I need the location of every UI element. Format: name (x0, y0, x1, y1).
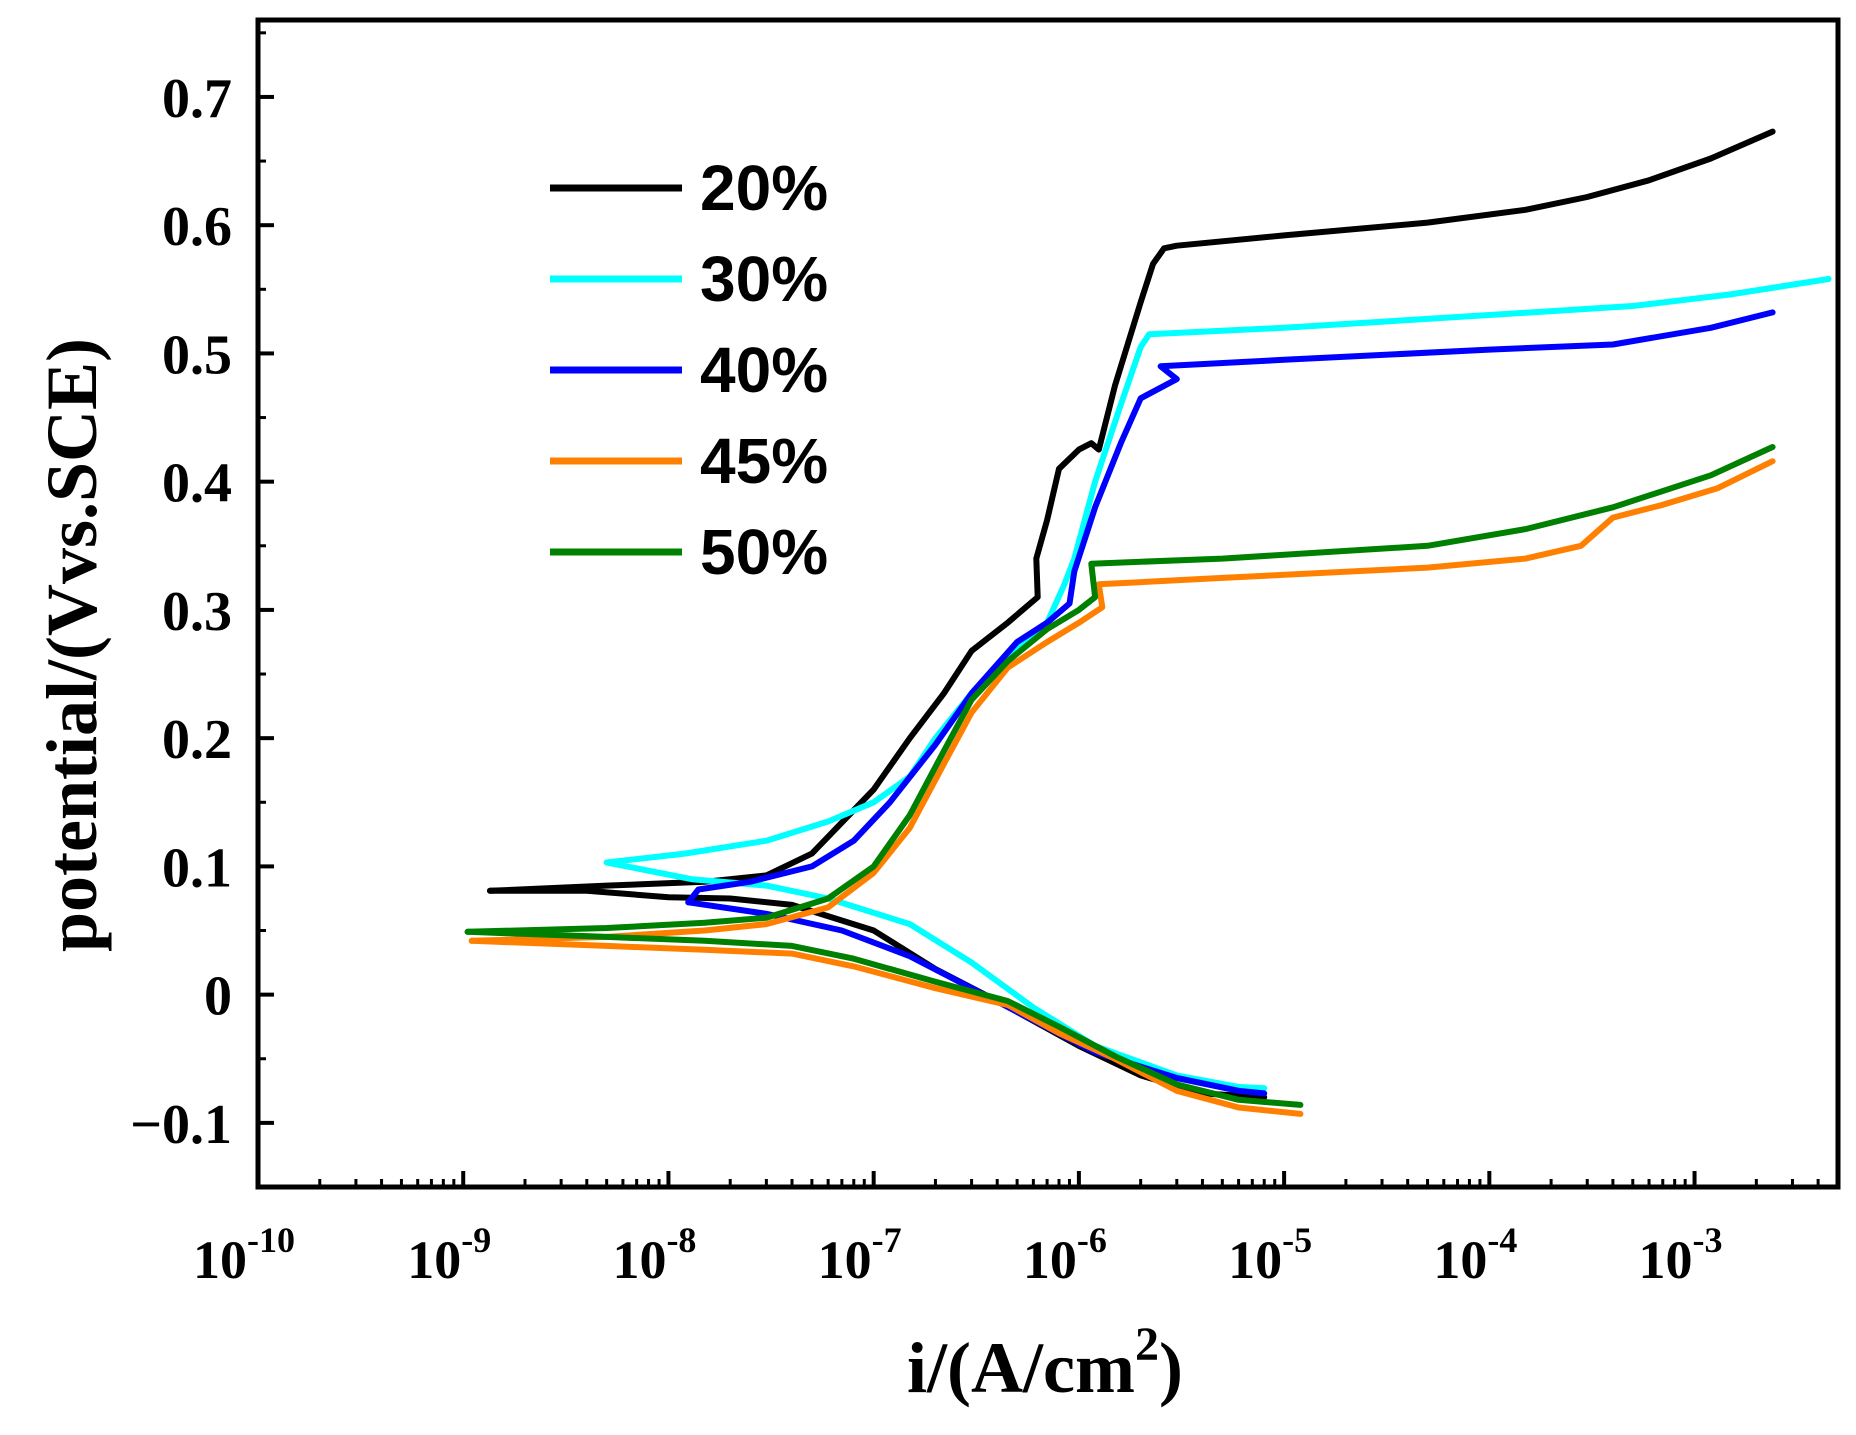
y-tick-label: 0.5 (162, 324, 232, 386)
series-group (464, 444, 1776, 1108)
legend-item: 20% (550, 152, 828, 224)
y-axis-title: potential/(Vvs.SCE) (32, 338, 112, 952)
series-group (468, 458, 1776, 1117)
y-tick-label: 0.1 (162, 837, 232, 899)
x-tick-label: 10-3 (1639, 1220, 1723, 1290)
series-line (464, 928, 1304, 1108)
legend-item: 50% (550, 516, 828, 588)
legend-item: 45% (550, 425, 828, 497)
x-tick-label: 10-4 (1433, 1220, 1517, 1290)
x-tick-labels: 10-10 10-9 10-8 10-7 10-6 10-5 10-4 10-3 (193, 1220, 1723, 1290)
y-tick-labels: −0.1 0 0.1 0.2 0.3 0.4 0.5 0.6 0.7 (130, 68, 232, 1156)
x-tick-label: 10-7 (818, 1220, 902, 1290)
y-tick-label: 0.4 (162, 453, 232, 515)
x-tick-label-exponent: -4 (1487, 1220, 1517, 1260)
y-tick-label: 0.6 (162, 196, 232, 258)
legend-label: 40% (700, 334, 828, 406)
x-tick-label: 10-5 (1228, 1220, 1312, 1290)
x-axis-title-main: i/(A/cm (907, 1328, 1135, 1408)
x-tick-label-exponent: -9 (461, 1220, 491, 1260)
x-tick-label-base: 10 (1433, 1230, 1487, 1290)
x-tick-label: 10-10 (193, 1220, 295, 1290)
x-tick-label-exponent: -6 (1077, 1220, 1107, 1260)
x-tick-label-exponent: -8 (666, 1220, 696, 1260)
x-axis-title: i/(A/cm2) (907, 1318, 1183, 1408)
legend-label: 30% (700, 243, 828, 315)
x-axis-title-sup: 2 (1135, 1318, 1159, 1371)
y-tick-label: 0.2 (162, 709, 232, 771)
x-tick-label: 10-9 (407, 1220, 491, 1290)
y-tick-label: 0 (204, 966, 232, 1028)
series-line (468, 937, 1304, 1117)
data-series (464, 128, 1832, 1117)
legend-item: 40% (550, 334, 828, 406)
x-tick-label-base: 10 (1639, 1230, 1693, 1290)
y-tick-label: 0.7 (162, 68, 232, 130)
x-tick-label-base: 10 (193, 1230, 247, 1290)
x-tick-label: 10-6 (1023, 1220, 1107, 1290)
series-line (685, 309, 1776, 906)
legend: 20% 30% 40% 45% 50% (550, 152, 828, 588)
legend-item: 30% (550, 243, 828, 315)
x-axis-title-close: ) (1159, 1328, 1183, 1408)
x-tick-label-base: 10 (1228, 1230, 1282, 1290)
x-tick-label-exponent: -3 (1693, 1220, 1723, 1260)
y-tick-label: 0.3 (162, 581, 232, 643)
legend-label: 50% (700, 516, 828, 588)
x-tick-label-exponent: -5 (1282, 1220, 1312, 1260)
y-tick-label: −0.1 (130, 1094, 232, 1156)
series-line (464, 444, 1776, 935)
x-tick-label-base: 10 (818, 1230, 872, 1290)
legend-label: 20% (700, 152, 828, 224)
x-tick-label: 10-8 (612, 1220, 696, 1290)
x-tick-label-base: 10 (1023, 1230, 1077, 1290)
series-line (603, 276, 1832, 866)
legend-label: 45% (700, 425, 828, 497)
x-tick-label-exponent: -10 (247, 1220, 295, 1260)
x-tick-label-base: 10 (407, 1230, 461, 1290)
plot-frame (255, 17, 1841, 1190)
x-tick-label-base: 10 (612, 1230, 666, 1290)
series-line (468, 458, 1776, 944)
x-tick-label-exponent: -7 (872, 1220, 902, 1260)
